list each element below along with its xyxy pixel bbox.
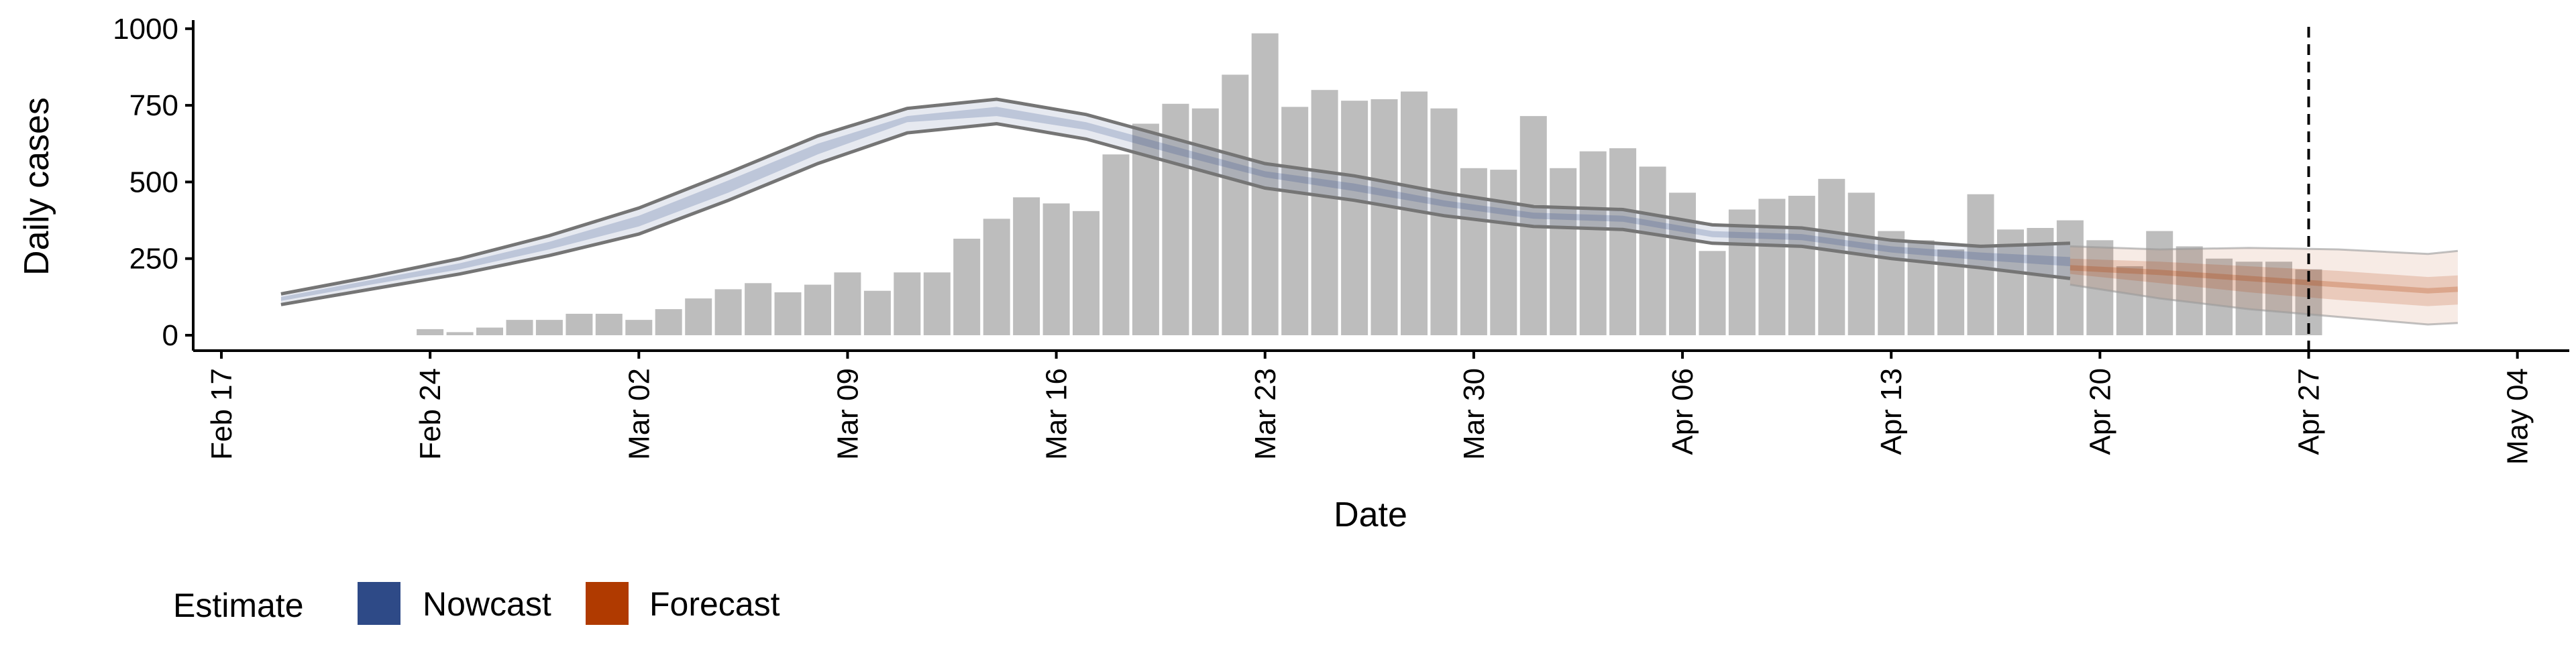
bar — [1967, 194, 1994, 335]
bar — [1191, 108, 1219, 335]
x-tick-label: Apr 27 — [2293, 368, 2326, 455]
bar — [1013, 197, 1040, 335]
x-axis-title: Date — [1334, 495, 1407, 534]
bar — [1669, 192, 1696, 335]
bar — [1878, 231, 1905, 335]
bar — [863, 290, 891, 335]
bar — [1609, 148, 1637, 335]
bar — [774, 292, 802, 335]
x-tick-label: Mar 30 — [1458, 368, 1491, 460]
bar — [1699, 251, 1726, 335]
bar — [1758, 198, 1786, 335]
bar — [1102, 154, 1130, 336]
bar — [1490, 170, 1517, 335]
bar — [714, 289, 742, 335]
bar — [1222, 74, 1249, 336]
nowcast-upper-line — [280, 97, 2070, 296]
bar — [834, 272, 861, 335]
bar — [1042, 203, 1070, 335]
forecast-upper-line — [2070, 245, 2458, 255]
bar — [1788, 196, 1815, 335]
y-tick-label: 1000 — [113, 13, 178, 46]
x-tick-label: Mar 23 — [1249, 368, 1282, 460]
x-tick-label: Feb 17 — [205, 368, 238, 460]
bar — [655, 309, 682, 335]
legend: Estimate Nowcast Forecast — [173, 582, 780, 625]
bar — [417, 329, 444, 335]
axes-layer: 0 250 500 750 1000 Feb 17 Feb 24 Mar 02 Mar 09 Ma… — [113, 13, 2569, 465]
bar — [1281, 107, 1309, 335]
bar — [2206, 258, 2233, 335]
legend-label-forecast: Forecast — [649, 585, 780, 623]
bar — [1371, 99, 1398, 335]
bar — [446, 332, 474, 335]
x-tick-label: May 04 — [2502, 368, 2534, 465]
bar — [2235, 261, 2263, 335]
nowcast-lower-line — [280, 121, 2071, 306]
forecast-lower-line — [2070, 284, 2458, 326]
bar — [2176, 246, 2203, 335]
bar — [804, 284, 831, 335]
bar — [894, 272, 921, 335]
bar — [1639, 166, 1666, 335]
bar — [1073, 211, 1099, 335]
bar — [1341, 101, 1368, 335]
legend-swatch-forecast — [586, 582, 629, 625]
bar — [1847, 192, 1875, 335]
y-tick-label: 0 — [162, 319, 178, 352]
bar — [953, 239, 981, 335]
bar — [625, 320, 653, 335]
bar — [2116, 266, 2143, 335]
y-tick-label: 500 — [129, 166, 178, 198]
bar — [983, 219, 1010, 335]
bar — [1818, 178, 1845, 335]
forecast-median-line — [2070, 265, 2459, 294]
bands-layer — [280, 27, 2459, 351]
bar — [923, 272, 951, 335]
y-tick-label: 750 — [129, 89, 178, 122]
legend-swatch-nowcast — [358, 582, 400, 625]
bar — [2265, 261, 2292, 335]
bar — [1728, 209, 1756, 335]
y-tick-label: 250 — [129, 243, 178, 276]
bar — [566, 314, 593, 335]
bar — [1579, 151, 1607, 335]
bar — [535, 320, 563, 335]
bar — [476, 327, 503, 335]
forecast-inner-band — [2070, 258, 2458, 306]
x-tick-label: Feb 24 — [414, 368, 447, 460]
x-tick-label: Apr 13 — [1875, 368, 1908, 455]
bar — [1430, 108, 1458, 335]
forecast-outer-band — [2070, 246, 2458, 325]
y-axis-title: Daily cases — [17, 97, 56, 276]
bar — [685, 298, 712, 335]
legend-title: Estimate — [173, 587, 304, 624]
bar — [1907, 240, 1935, 335]
bar — [1311, 90, 1338, 335]
x-tick-label: Mar 02 — [623, 368, 655, 460]
bar — [1460, 168, 1487, 335]
bar — [1550, 168, 1577, 335]
bar — [745, 283, 772, 335]
x-tick-label: Apr 20 — [2084, 368, 2116, 455]
legend-label-nowcast: Nowcast — [423, 585, 551, 623]
bar — [595, 314, 623, 335]
bar — [506, 320, 533, 335]
x-tick-label: Mar 09 — [831, 368, 864, 460]
bars-layer — [417, 33, 2322, 336]
x-tick-label: Mar 16 — [1040, 368, 1073, 460]
x-tick-label: Apr 06 — [1666, 368, 1699, 455]
